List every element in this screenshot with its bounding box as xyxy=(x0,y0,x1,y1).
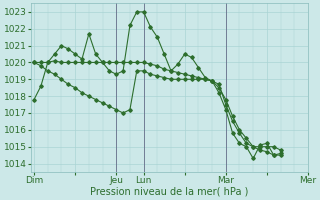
X-axis label: Pression niveau de la mer( hPa ): Pression niveau de la mer( hPa ) xyxy=(90,187,249,197)
